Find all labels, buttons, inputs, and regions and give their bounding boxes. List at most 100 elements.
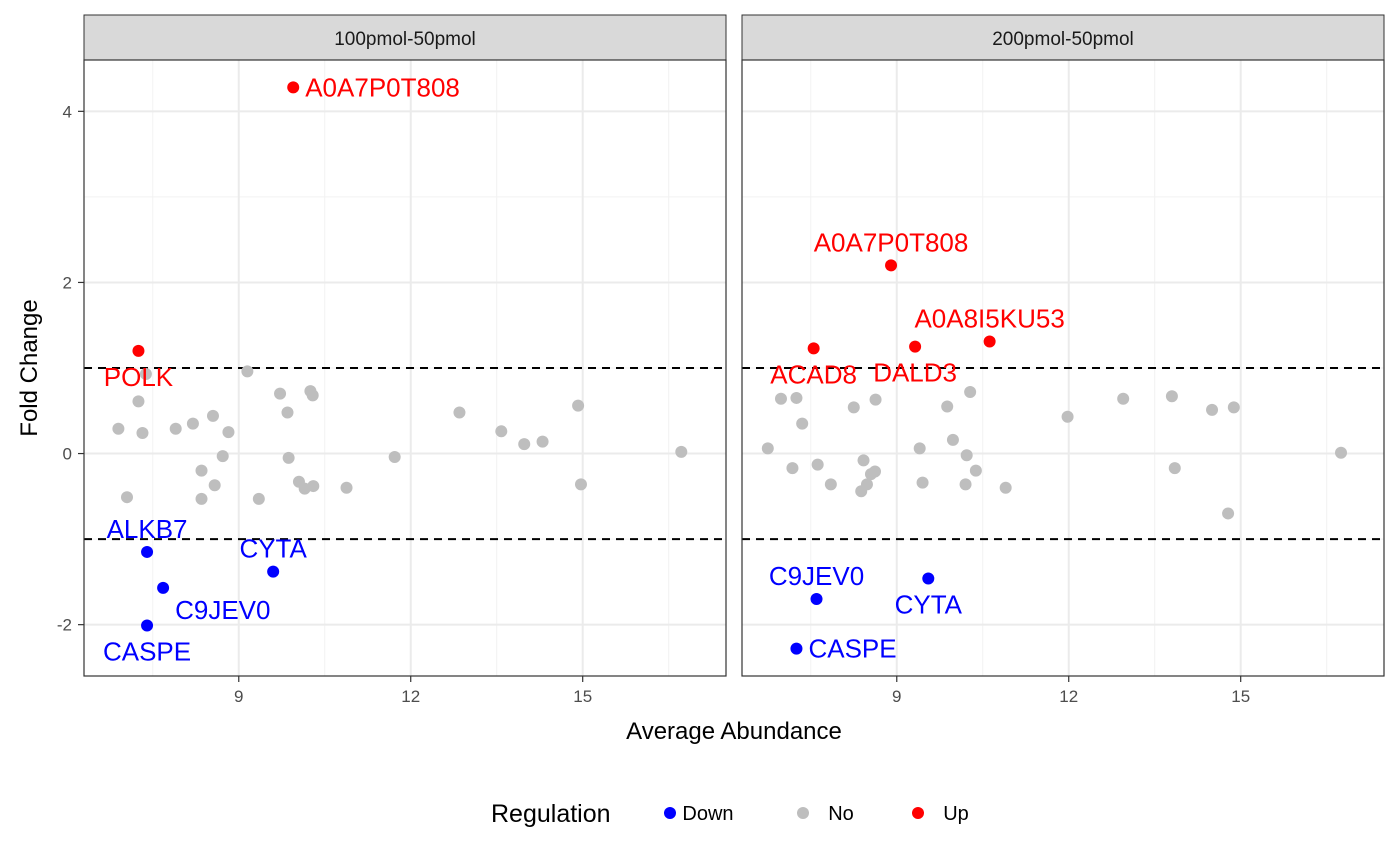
x-axis-title: Average Abundance (626, 718, 842, 745)
data-point-down (141, 619, 154, 632)
point-label: DALD3 (873, 358, 957, 388)
data-point-no (946, 433, 959, 446)
data-point-no (868, 465, 881, 478)
data-point-no (388, 450, 401, 463)
data-point-no (169, 422, 182, 435)
data-point-no (913, 442, 926, 455)
data-point-no (790, 391, 803, 404)
point-label: POLK (104, 362, 174, 392)
data-point-down (790, 642, 803, 655)
data-point-no (216, 450, 229, 463)
y-tick-label: 2 (63, 273, 72, 292)
data-point-no (306, 389, 319, 402)
data-point-no (195, 464, 208, 477)
data-point-no (208, 479, 221, 492)
data-point-no (1117, 392, 1130, 405)
data-point-up (983, 335, 996, 348)
point-label: CASPE (103, 637, 191, 667)
data-point-no (132, 395, 145, 408)
x-tick-label: 15 (573, 687, 592, 706)
data-point-no (518, 438, 531, 451)
legend-title: Regulation (491, 800, 611, 828)
point-label: ALKB7 (107, 514, 188, 544)
data-point-no (1222, 507, 1235, 520)
data-point-no (860, 478, 873, 491)
data-point-up (132, 344, 145, 357)
data-point-no (572, 399, 585, 412)
legend-key-no (797, 807, 809, 819)
x-tick-label: 9 (234, 687, 243, 706)
data-point-no (964, 385, 977, 398)
data-point-no (969, 464, 982, 477)
data-point-no (796, 417, 809, 430)
point-label: C9JEV0 (175, 595, 270, 625)
data-point-no (112, 422, 125, 435)
data-point-no (869, 393, 882, 406)
data-point-down (267, 565, 280, 578)
y-tick-label: 0 (63, 445, 72, 464)
y-tick-label: 4 (63, 102, 72, 121)
point-label: CYTA (895, 589, 963, 619)
data-point-no (340, 481, 353, 494)
legend-label-up: Up (943, 803, 969, 825)
data-point-no (252, 492, 265, 505)
data-point-no (1168, 462, 1181, 475)
facet-strip (83, 14, 727, 61)
facet-panel-1: 100pmol-50pmol A0A7P0T808 POLK ALKB7 C9JEV0 C… (57, 14, 727, 706)
data-point-no (959, 478, 972, 491)
data-point-down (157, 581, 170, 594)
data-point-no (139, 367, 152, 380)
data-point-no (574, 478, 587, 491)
data-point-no (281, 406, 294, 419)
point-label: ACAD8 (770, 359, 857, 389)
data-point-no (495, 425, 508, 438)
data-point-no (120, 491, 133, 504)
data-point-down (922, 572, 935, 585)
facet-panel-2: 200pmol-50pmol A0A7P0T808 ACAD8 DALD3 A0A8I5… (741, 14, 1385, 706)
data-point-no (774, 392, 787, 405)
data-point-no (241, 365, 254, 378)
data-point-no (222, 426, 235, 439)
data-point-down (810, 593, 823, 605)
x-tick-label: 9 (892, 687, 901, 706)
x-tick-label: 12 (401, 687, 420, 706)
data-point-no (1061, 410, 1074, 423)
data-point-up (885, 259, 898, 272)
data-point-up (287, 81, 300, 94)
x-tick-label: 15 (1231, 687, 1250, 706)
legend-key-down (664, 807, 676, 819)
data-point-up (807, 342, 820, 355)
point-label: C9JEV0 (769, 561, 864, 591)
panel-border (741, 59, 1385, 677)
data-point-no (536, 435, 549, 448)
data-point-no (675, 445, 688, 458)
data-point-no (824, 478, 837, 491)
data-point-no (857, 454, 870, 467)
point-label: CASPE (808, 634, 896, 664)
facet-strip (741, 14, 1385, 61)
data-point-down (141, 545, 154, 558)
x-tick-label: 12 (1059, 687, 1078, 706)
data-point-no (195, 492, 208, 505)
data-point-no (847, 401, 860, 414)
data-point-no (136, 427, 149, 440)
legend-label-down: Down (682, 803, 733, 825)
data-point-no (307, 480, 320, 493)
data-point-no (1206, 403, 1219, 416)
data-point-no (206, 409, 219, 422)
panels-group: 100pmol-50pmol A0A7P0T808 POLK ALKB7 C9JEV0 C… (57, 14, 1385, 706)
data-point-no (811, 458, 824, 471)
data-point-no (999, 481, 1012, 494)
data-point-no (941, 400, 954, 413)
y-axis-title: Fold Change (16, 299, 43, 436)
data-point-no (916, 476, 929, 489)
legend-label-no: No (828, 803, 854, 825)
facet-strip-label: 100pmol-50pmol (334, 29, 476, 50)
data-point-no (1335, 446, 1348, 459)
data-point-up (909, 340, 922, 353)
y-tick-label: -2 (57, 616, 72, 635)
facet-strip-label: 200pmol-50pmol (992, 29, 1134, 50)
data-point-no (1165, 390, 1178, 403)
